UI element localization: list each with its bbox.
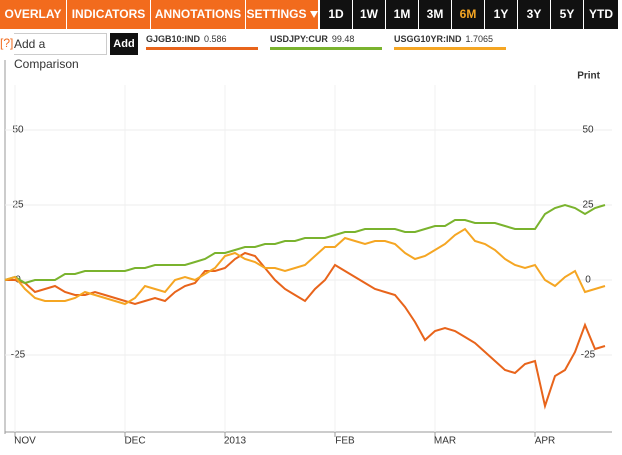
y-tick-label: 50 [12,125,24,136]
menu-button[interactable]: SETTINGS [246,0,318,29]
legend-value: 0.586 [204,34,227,44]
legend-value: 1.7065 [465,34,494,44]
x-tick-label: APR [535,436,556,447]
legend-swatch [146,47,258,50]
y-tick-label: -25 [11,350,26,361]
range-button[interactable]: 3Y [518,0,550,29]
legend-item: USGG10YR:IND 1.7065 [394,34,506,50]
series-line [4,203,606,285]
x-tick-label: NOV [14,436,36,447]
arrow [309,11,318,18]
x-tick-label: MAR [434,436,456,447]
menu-label: OVERLAY [4,7,62,21]
help[interactable]: [?] [0,36,14,50]
dropdown-arrow [309,11,318,18]
y-tick-label-right: 0 [585,275,591,286]
dropdown-arrow [195,40,204,47]
menu-button[interactable]: OVERLAY [0,0,66,47]
legend-name: USDJPY:CUR [270,34,328,44]
x-tick-label: FEB [335,436,355,447]
y-tick-label-right: 25 [582,200,594,211]
y-tick-label-right: -25 [581,350,596,361]
dropdown-arrow [30,40,39,47]
series-line [5,251,606,410]
legend-name: GJGB10:IND [146,34,201,44]
legend-name: USGG10YR:IND [394,34,462,44]
menu-label: ANNOTATIONS [154,7,242,21]
add-button[interactable]: Add [110,33,138,55]
comparison-input[interactable]: Add a Comparison [14,33,107,71]
range-button[interactable]: 3M [419,0,451,29]
y-tick-label-right: 50 [582,125,594,136]
range-button[interactable]: 1Y [485,0,517,29]
y-tick-label: 25 [12,200,24,211]
range-button[interactable]: 1D [320,0,352,29]
x-tick-label: DEC [124,436,145,447]
range-button[interactable]: 1M [386,0,418,29]
series-line [4,227,606,306]
arrow [30,40,39,47]
legend-item: USDJPY:CUR 99.48 [270,34,382,50]
legend-swatch [394,47,506,50]
menu-label: INDICATORS [71,7,146,21]
print[interactable]: Print [577,71,600,82]
menu-button[interactable]: INDICATORS [67,0,150,47]
x-tick-label: 2013 [224,436,247,447]
legend-value: 99.48 [331,34,355,44]
legend-swatch [270,47,382,50]
range-button[interactable]: YTD [584,0,618,29]
range-button[interactable]: 5Y [551,0,583,29]
range-button[interactable]: 6M [452,0,484,29]
range-button[interactable]: 1W [353,0,385,29]
arrow [195,40,204,47]
menu-label: SETTINGS [246,7,307,21]
legend-item: GJGB10:IND 0.586 [146,34,258,50]
menu-button[interactable]: ANNOTATIONS [151,0,245,47]
